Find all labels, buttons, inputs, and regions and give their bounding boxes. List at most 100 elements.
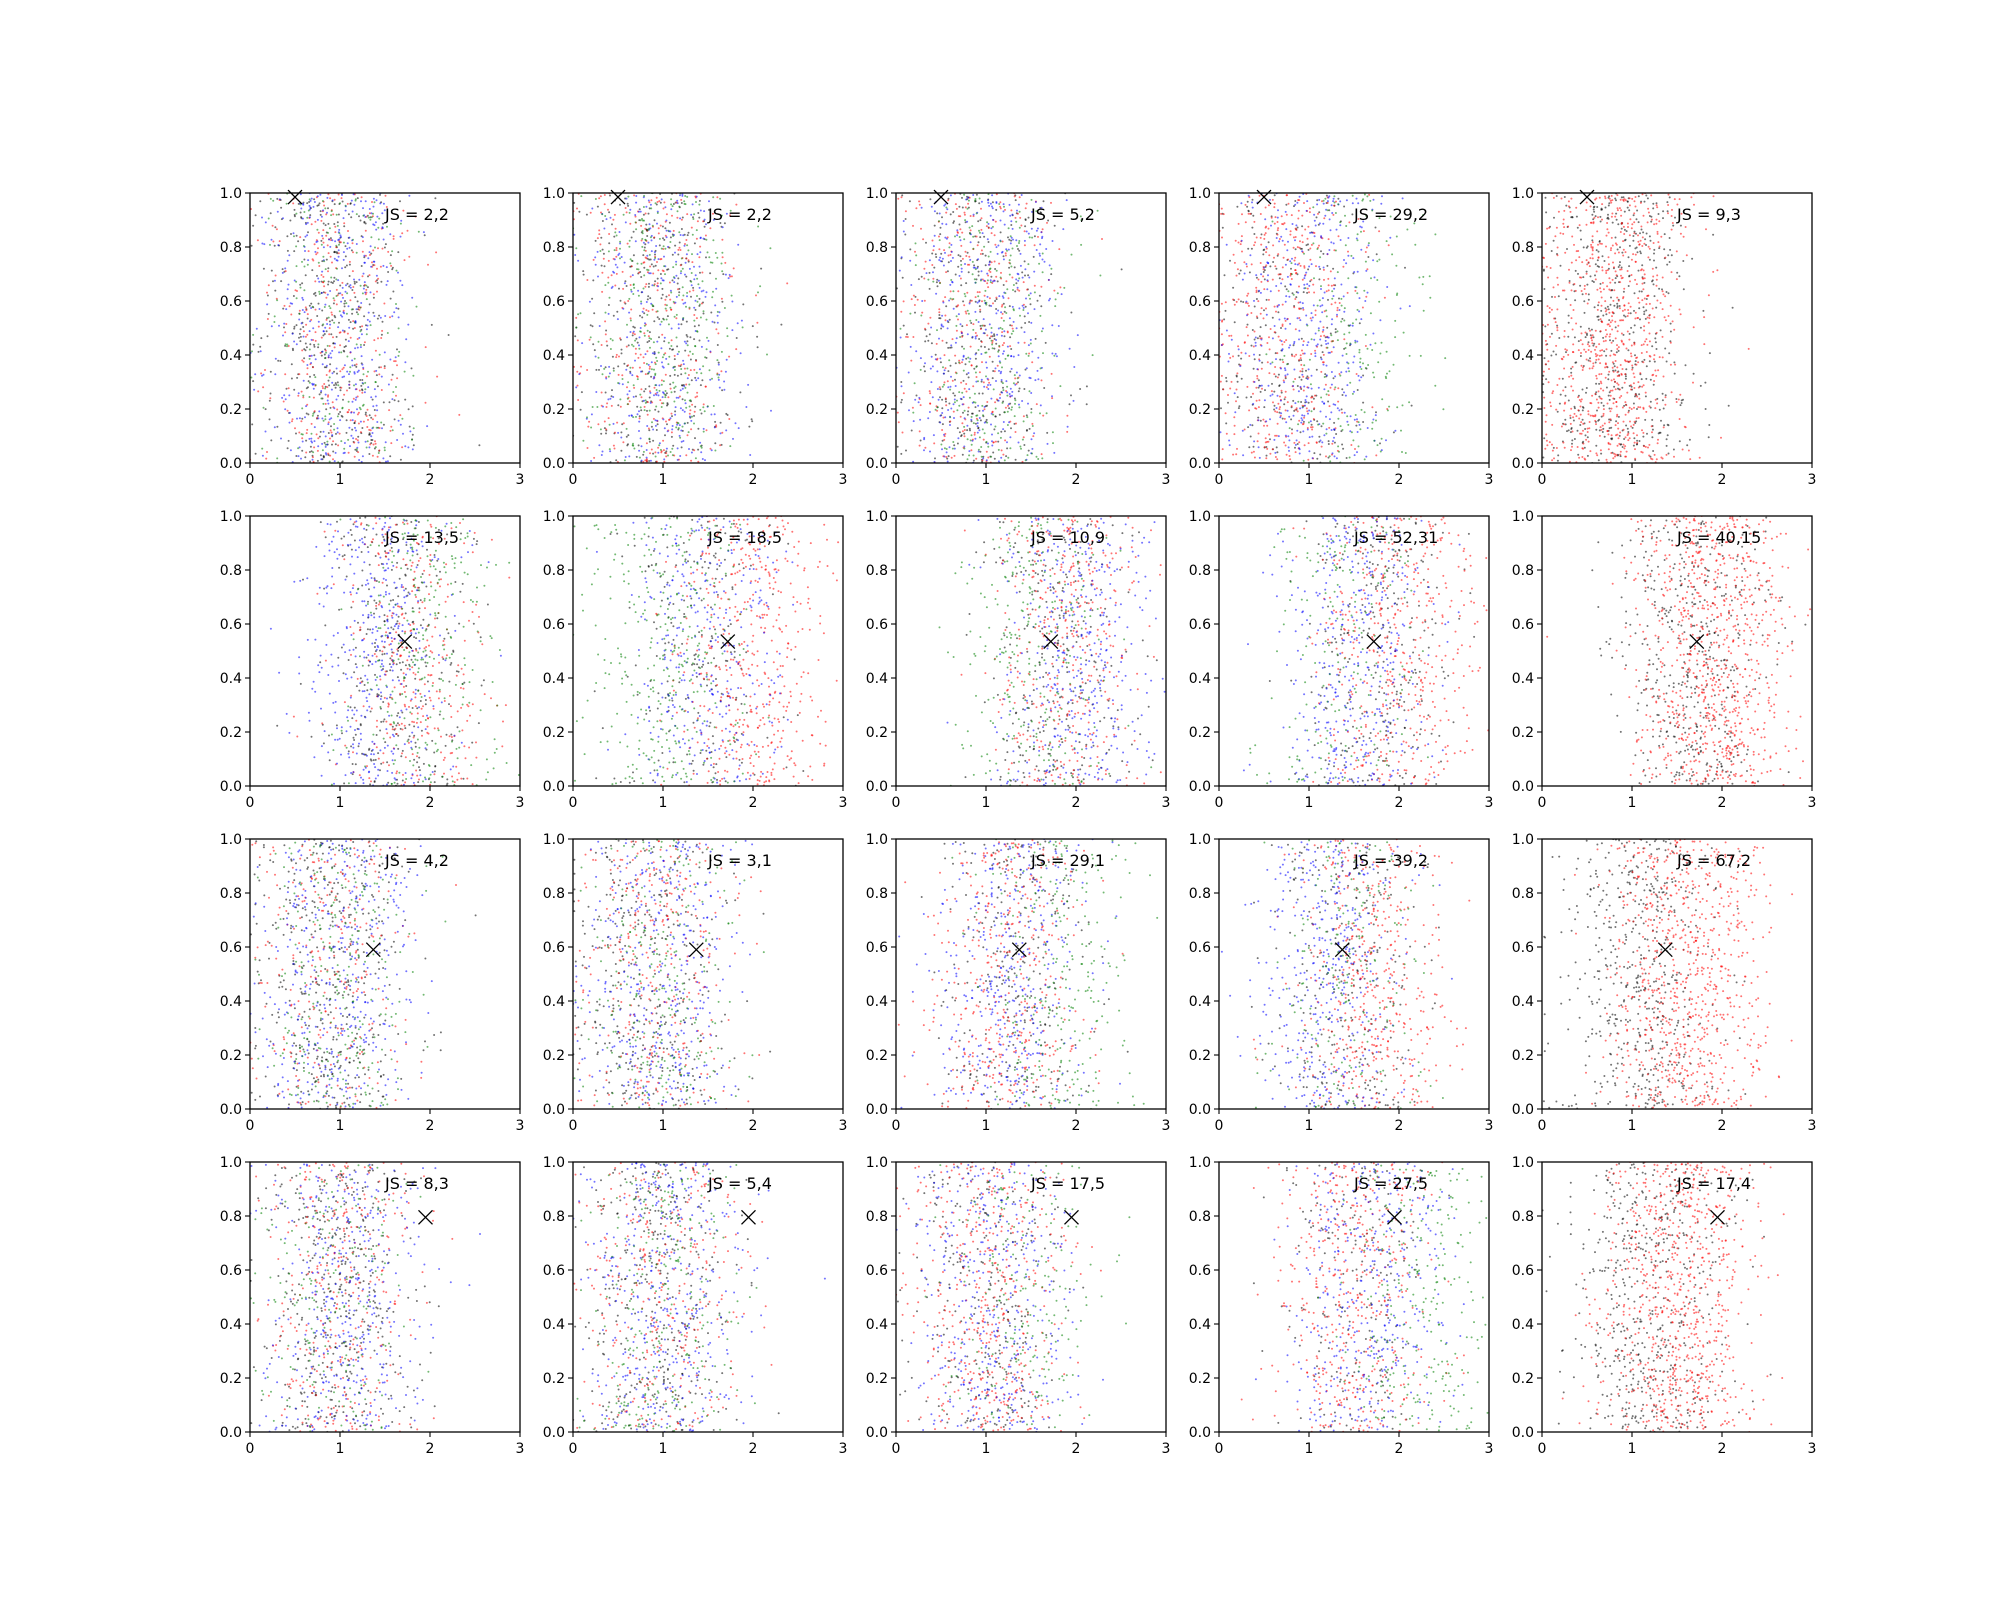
scatter-point	[618, 231, 621, 233]
scatter-point	[915, 394, 918, 397]
scatter-point	[1308, 265, 1311, 268]
scatter-point	[351, 419, 354, 422]
scatter-point	[1030, 198, 1033, 201]
scatter-point	[1311, 231, 1314, 234]
scatter-point	[1260, 338, 1263, 341]
scatter-point	[1230, 338, 1233, 341]
scatter-point	[989, 271, 992, 273]
scatter-point	[690, 272, 693, 274]
scatter-point	[1329, 270, 1332, 273]
scatter-point	[731, 300, 734, 303]
scatter-point	[359, 330, 362, 333]
scatter-point	[605, 329, 608, 332]
scatter-point	[995, 275, 998, 278]
scatter-point	[957, 304, 960, 307]
scatter-point	[1232, 355, 1234, 358]
scatter-point	[337, 326, 340, 329]
scatter-point	[1277, 335, 1280, 338]
scatter-point	[1307, 442, 1310, 445]
scatter-point	[1336, 313, 1338, 316]
scatter-point	[989, 281, 992, 284]
scatter-point	[978, 409, 981, 412]
scatter-point	[251, 350, 253, 353]
scatter-point	[301, 309, 304, 311]
scatter-point	[711, 377, 713, 380]
scatter-point	[712, 239, 715, 242]
scatter-point	[1054, 352, 1057, 355]
scatter-point	[972, 459, 975, 462]
scatter-point	[679, 455, 682, 457]
scatter-point	[644, 373, 647, 376]
scatter-point	[1237, 345, 1240, 348]
scatter-point	[619, 338, 622, 341]
scatter-point	[1353, 418, 1356, 421]
scatter-point	[1322, 268, 1325, 271]
scatter-point	[360, 200, 362, 203]
scatter-point	[275, 228, 278, 231]
scatter-point	[965, 390, 968, 393]
scatter-point	[655, 389, 658, 391]
scatter-point	[656, 360, 659, 362]
scatter-point	[1020, 447, 1022, 450]
scatter-point	[1294, 298, 1297, 300]
scatter-point	[1317, 212, 1319, 215]
scatter-point	[351, 289, 354, 291]
scatter-point	[639, 219, 642, 222]
scatter-point	[1306, 283, 1309, 286]
scatter-point	[306, 333, 309, 336]
scatter-point	[687, 374, 690, 376]
scatter-point	[728, 418, 731, 420]
scatter-point	[1025, 367, 1028, 370]
scatter-point	[625, 427, 628, 430]
scatter-point	[1401, 197, 1404, 200]
scatter-point	[342, 241, 345, 244]
scatter-point	[1332, 377, 1335, 380]
scatter-point	[356, 346, 359, 349]
scatter-point	[424, 401, 427, 404]
scatter-point	[671, 348, 674, 351]
scatter-point	[310, 223, 313, 226]
scatter-point	[677, 253, 680, 256]
scatter-point	[902, 300, 905, 303]
scatter-point	[1299, 301, 1302, 304]
scatter-point	[312, 396, 315, 399]
scatter-point	[977, 321, 980, 323]
scatter-point	[355, 363, 358, 366]
scatter-point	[609, 337, 612, 340]
scatter-point	[1367, 244, 1370, 247]
scatter-point	[1223, 274, 1226, 277]
scatter-point	[918, 430, 921, 433]
scatter-point	[927, 322, 930, 325]
scatter-point	[1296, 429, 1299, 432]
scatter-point	[1262, 317, 1265, 320]
scatter-point	[663, 458, 666, 461]
scatter-point	[357, 422, 360, 425]
scatter-point	[974, 281, 977, 284]
scatter-point	[600, 454, 603, 456]
scatter-point	[374, 246, 376, 249]
scatter-point	[947, 370, 950, 373]
scatter-point	[1328, 249, 1331, 251]
scatter-point	[386, 460, 389, 463]
scatter-point	[1018, 242, 1020, 244]
scatter-point	[1017, 354, 1020, 357]
scatter-point	[672, 300, 675, 303]
scatter-point	[423, 234, 426, 237]
scatter-point	[300, 207, 303, 210]
scatter-point	[650, 448, 653, 451]
scatter-point	[974, 310, 977, 313]
scatter-point	[927, 339, 930, 342]
scatter-point	[333, 203, 336, 206]
scatter-point	[983, 385, 986, 388]
scatter-point	[972, 266, 975, 269]
scatter-point	[996, 333, 999, 336]
scatter-point	[1346, 291, 1349, 294]
scatter-point	[1303, 444, 1306, 447]
scatter-point	[939, 260, 942, 263]
scatter-point	[737, 243, 740, 246]
scatter-point	[665, 447, 668, 450]
scatter-point	[1327, 443, 1330, 445]
scatter-point	[964, 363, 967, 366]
scatter-point	[1296, 410, 1299, 413]
scatter-point	[1040, 379, 1043, 382]
